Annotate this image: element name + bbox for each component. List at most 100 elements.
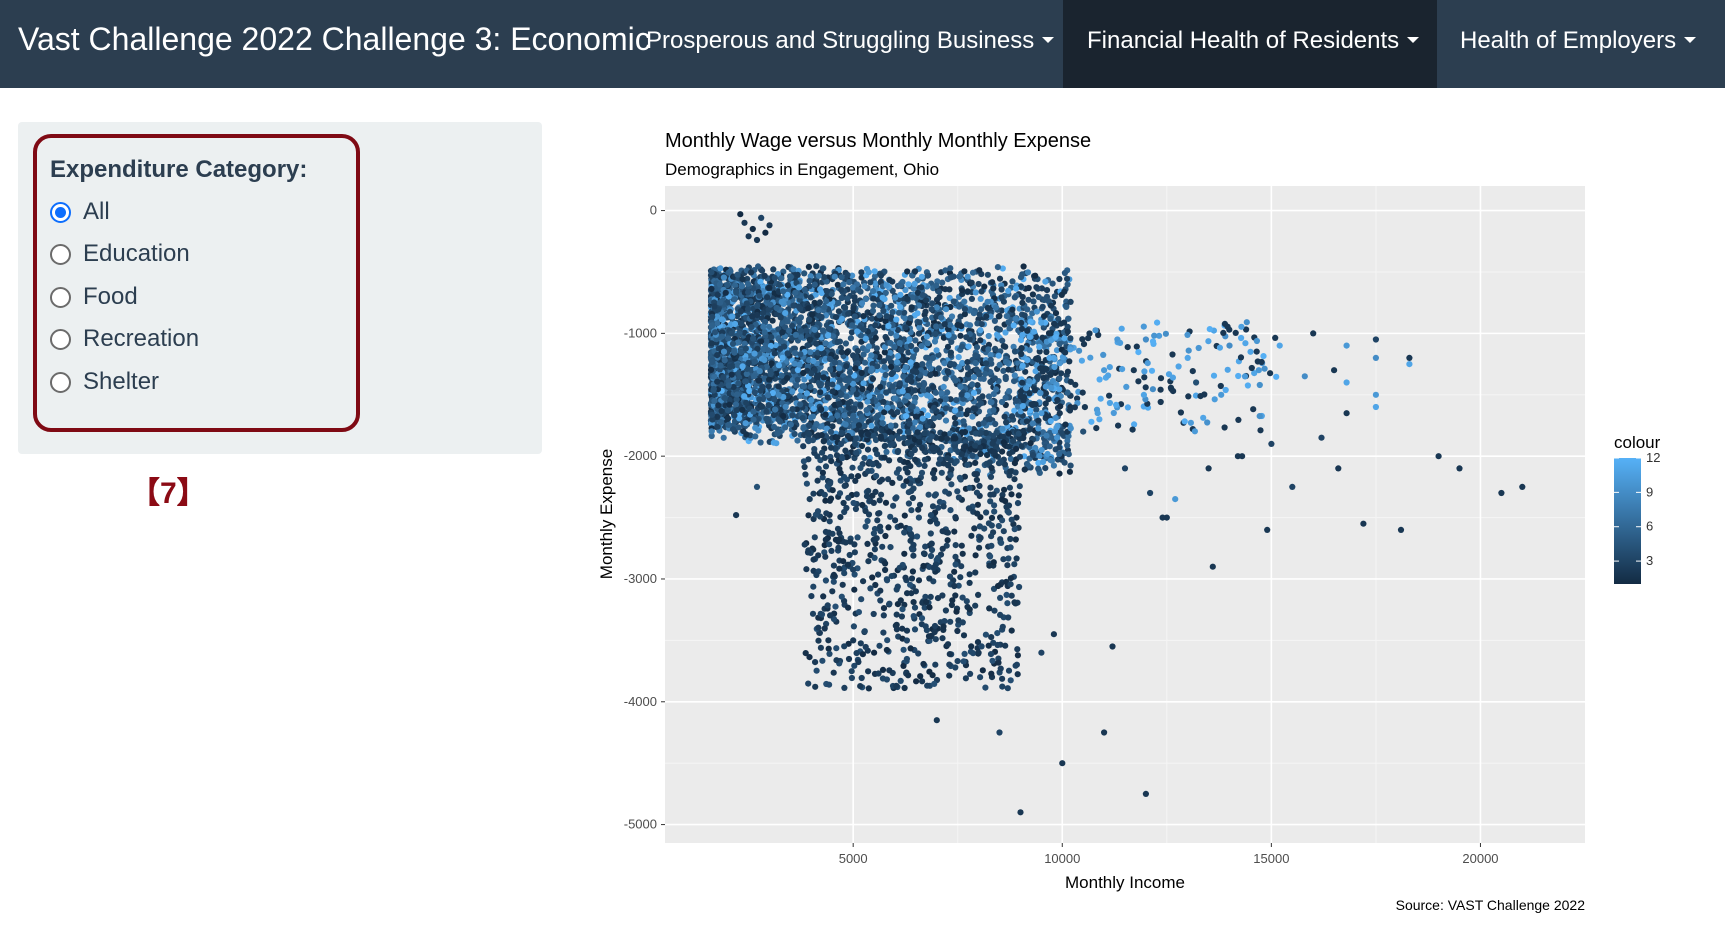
scatter-point: [818, 432, 825, 439]
scatter-point: [784, 393, 791, 400]
scatter-point: [1006, 388, 1013, 395]
scatter-point: [819, 657, 826, 664]
scatter-point: [898, 613, 905, 620]
scatter-point: [907, 463, 914, 470]
scatter-point: [988, 634, 995, 641]
scatter-point: [862, 643, 869, 651]
scatter-point: [809, 311, 816, 318]
scatter-point: [782, 403, 789, 410]
scatter-point: [848, 668, 855, 675]
scatter-point: [900, 662, 907, 670]
scatter-point: [876, 312, 883, 319]
scatter-point: [922, 316, 929, 323]
app-title[interactable]: Vast Challenge 2022 Challenge 3: Economi…: [18, 21, 651, 57]
radio-food[interactable]: Food: [50, 281, 138, 313]
scatter-point: [1004, 600, 1011, 607]
scatter-point: [852, 505, 859, 513]
scatter-point: [789, 322, 796, 329]
scatter-point: [1015, 492, 1022, 499]
scatter-point: [976, 482, 983, 489]
scatter-point: [1036, 348, 1043, 355]
scatter-point: [829, 388, 836, 395]
scatter-point: [819, 449, 826, 456]
scatter-point: [952, 553, 959, 560]
scatter-point: [1009, 278, 1016, 285]
scatter-point: [898, 347, 905, 354]
scatter-point: [988, 670, 995, 677]
scatter-point: [807, 349, 814, 356]
scatter-point: [756, 292, 763, 299]
scatter-point: [801, 463, 808, 471]
scatter-point: [792, 350, 799, 357]
nav-prosperous-struggling-business[interactable]: Prosperous and Struggling Business: [622, 0, 1078, 88]
scatter-point: [1025, 284, 1032, 292]
scatter-point: [1029, 420, 1036, 427]
scatter-point: [959, 359, 966, 367]
radio-label: All: [83, 198, 110, 225]
scatter-point: [803, 390, 811, 397]
scatter-point: [982, 631, 989, 638]
scatter-point: [868, 365, 875, 372]
scatter-point: [1008, 516, 1015, 523]
scatter-point: [1002, 375, 1009, 383]
scatter-point: [883, 313, 890, 320]
scatter-point: [947, 349, 954, 356]
radio-recreation[interactable]: Recreation: [50, 323, 199, 355]
radio-shelter[interactable]: Shelter: [50, 366, 159, 398]
scatter-point: [895, 466, 902, 473]
scatter-point: [801, 541, 808, 548]
chart-title: Monthly Wage versus Monthly Monthly Expe…: [665, 130, 1091, 152]
nav-health-of-employers[interactable]: Health of Employers: [1436, 0, 1720, 88]
scatter-point: [758, 338, 765, 345]
scatter-point: [840, 499, 847, 507]
scatter-point: [766, 284, 773, 291]
scatter-point: [966, 322, 974, 329]
scatter-point: [813, 571, 820, 579]
scatter-point: [969, 413, 976, 420]
radio-label: Education: [83, 240, 190, 267]
scatter-point: [1001, 486, 1008, 493]
scatter-point: [923, 598, 930, 606]
scatter-point: [1021, 466, 1028, 473]
scatter-point: [892, 517, 899, 524]
scatter-point: [803, 566, 810, 573]
scatter-point: [919, 387, 927, 394]
scatter-point: [837, 514, 844, 521]
scatter-point: [939, 545, 946, 552]
radio-education[interactable]: Education: [50, 238, 190, 270]
scatter-point: [831, 273, 838, 280]
scatter-point: [870, 610, 877, 618]
radio-all[interactable]: All: [50, 196, 110, 228]
scatter-point: [817, 644, 824, 651]
scatter-point: [1039, 303, 1046, 310]
scatter-point: [972, 359, 979, 367]
scatter-point: [910, 354, 917, 361]
scatter-point: [794, 271, 801, 278]
scatter-point: [860, 326, 867, 333]
scatter-point: [828, 415, 835, 422]
scatter-point: [796, 361, 803, 368]
scatter-point: [889, 383, 896, 390]
scatter-point: [855, 473, 862, 480]
scatter-point: [755, 377, 762, 384]
scatter-point: [851, 372, 858, 379]
scatter-point: [895, 435, 903, 442]
scatter-point: [828, 290, 835, 298]
scatter-point: [1066, 468, 1073, 475]
scatter-point: [933, 304, 940, 311]
scatter-point: [775, 391, 782, 398]
scatter-point: [961, 268, 968, 275]
nav-financial-health-residents[interactable]: Financial Health of Residents: [1063, 0, 1437, 88]
scatter-point: [913, 678, 920, 685]
scatter-point: [846, 551, 853, 559]
scatter-point: [1006, 450, 1013, 457]
scatter-point: [912, 337, 919, 344]
scatter-point: [987, 553, 994, 560]
scatter-point: [1050, 462, 1057, 469]
scatter-point: [882, 317, 889, 325]
scatter-point: [832, 603, 839, 610]
scatter-point: [928, 433, 935, 440]
scatter-point: [877, 393, 885, 401]
scatter-point: [849, 284, 856, 291]
scatter-point: [867, 383, 874, 390]
